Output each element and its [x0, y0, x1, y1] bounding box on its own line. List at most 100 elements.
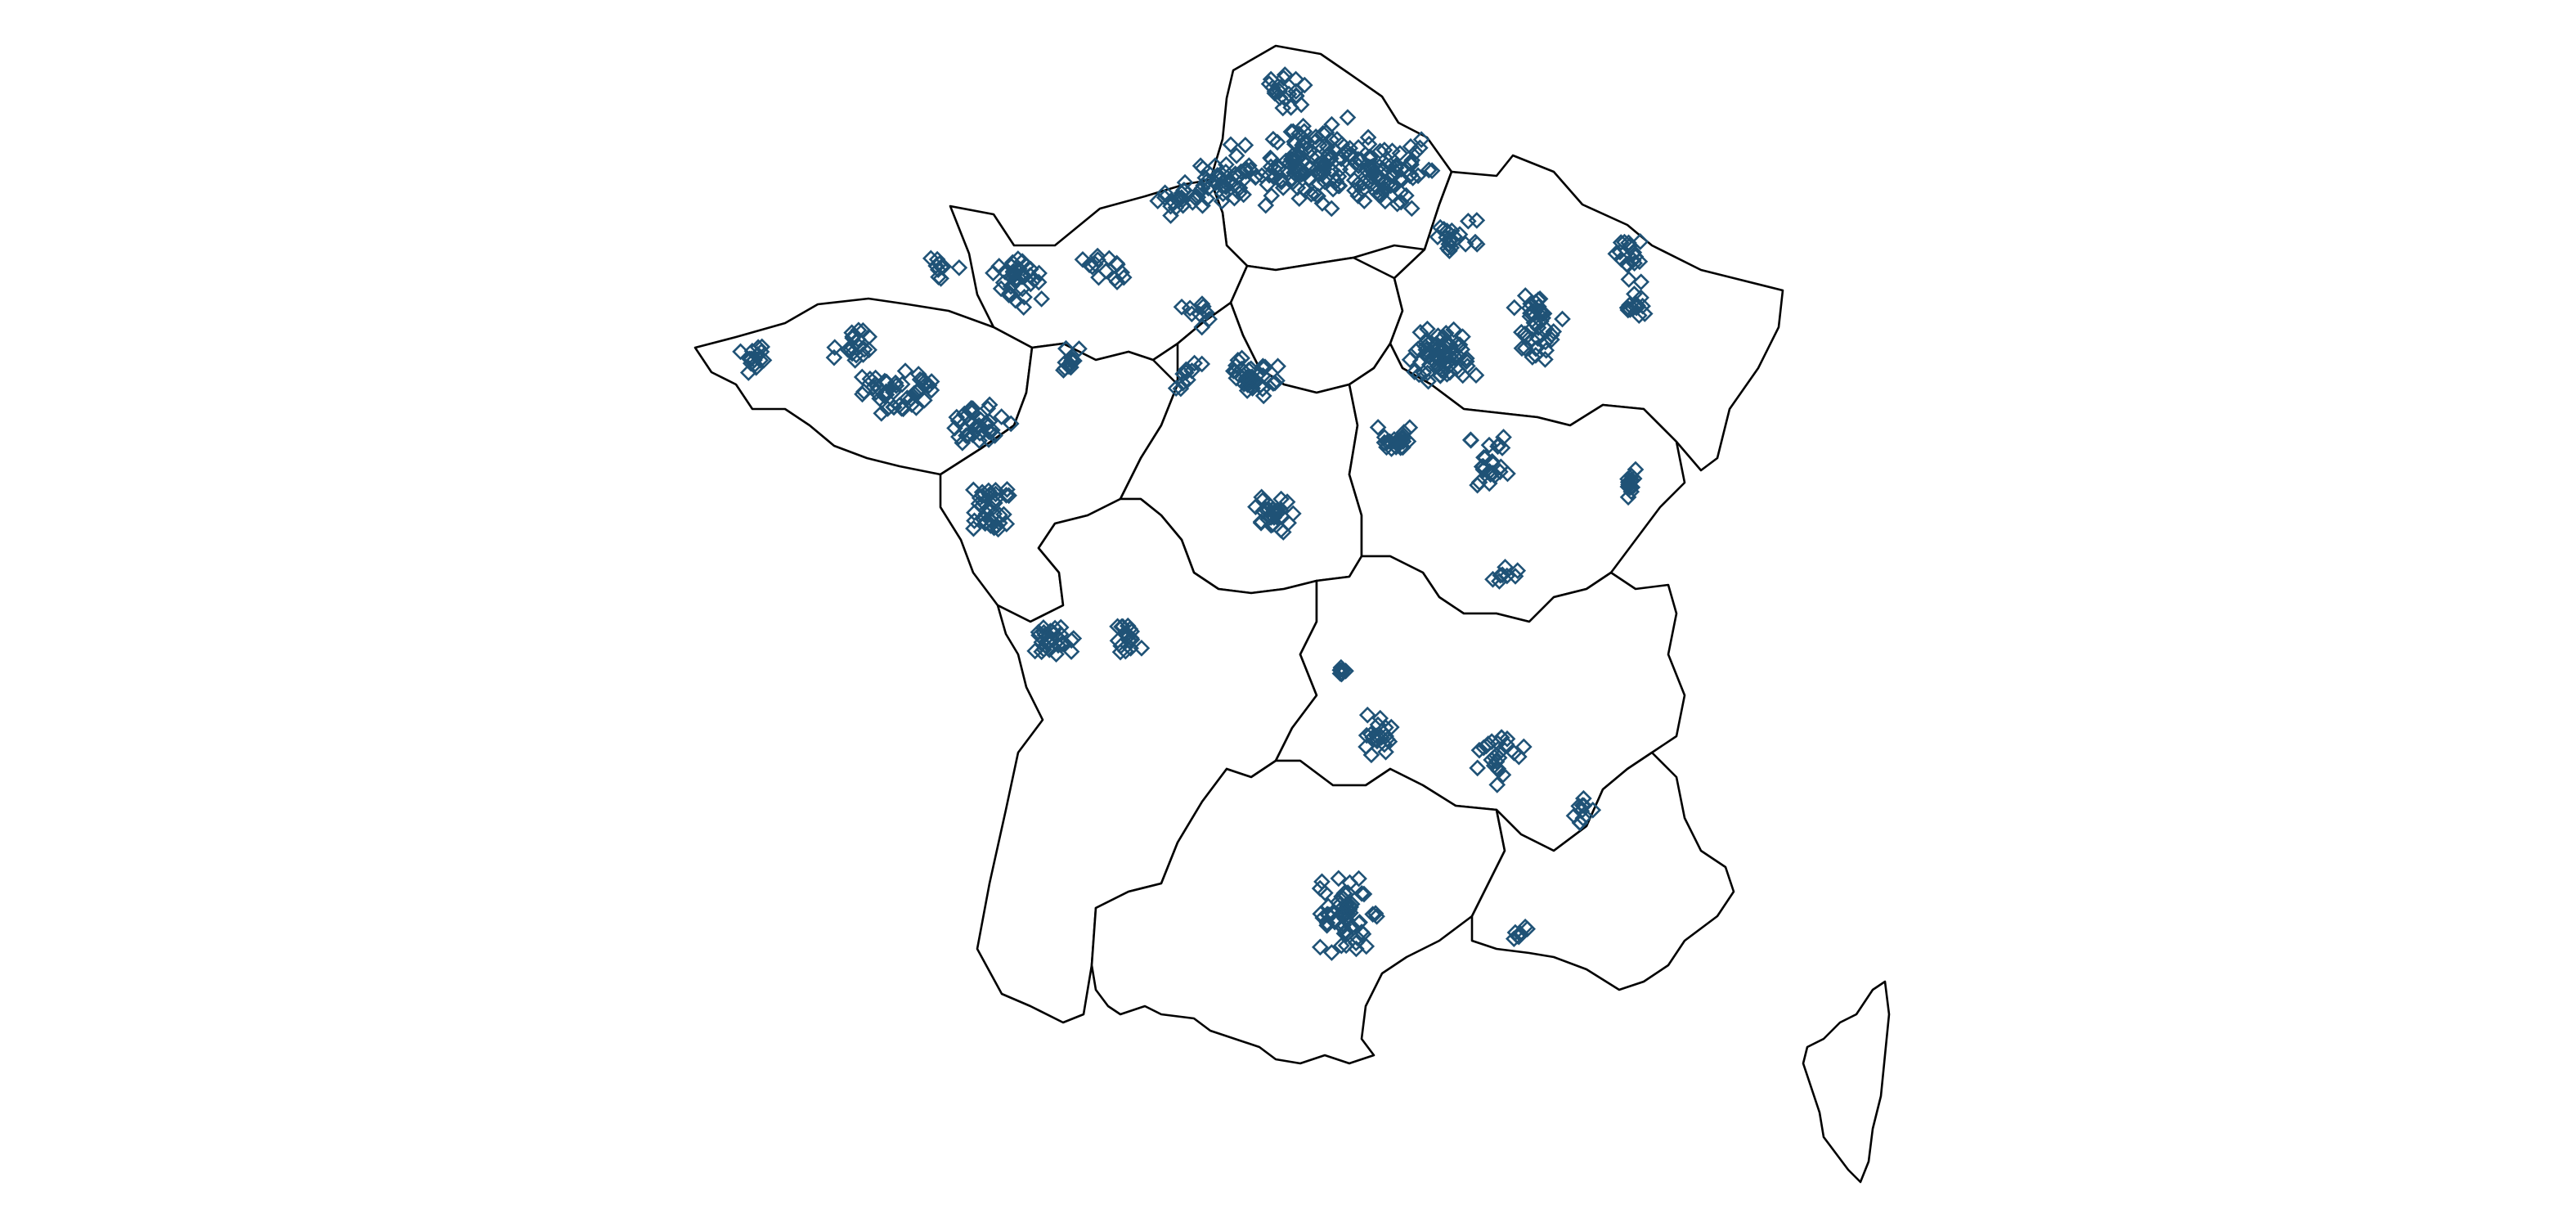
- site-marker: [1260, 75, 1278, 92]
- site-marker: [1112, 637, 1129, 654]
- site-marker: [991, 515, 1008, 532]
- site-marker: [1454, 366, 1472, 384]
- site-marker: [1391, 145, 1409, 162]
- site-marker: [1367, 183, 1385, 201]
- site-marker: [1354, 925, 1372, 943]
- site-marker: [1524, 348, 1542, 366]
- site-marker: [1498, 567, 1516, 585]
- site-marker: [1619, 488, 1637, 506]
- site-marker: [1183, 194, 1201, 211]
- site-marker: [1341, 160, 1359, 178]
- site-marker: [1445, 321, 1462, 339]
- site-marker: [1204, 171, 1222, 189]
- site-marker: [1621, 237, 1638, 255]
- site-marker: [1622, 472, 1640, 490]
- site-marker: [1537, 342, 1555, 359]
- site-marker: [1497, 559, 1514, 576]
- site-marker: [1225, 362, 1242, 380]
- marker-layer: [732, 66, 1654, 961]
- site-marker: [1108, 273, 1126, 290]
- site-marker: [1359, 128, 1377, 146]
- site-marker: [1253, 488, 1271, 506]
- site-marker: [1324, 180, 1342, 198]
- site-marker: [1262, 70, 1280, 88]
- site-marker: [1330, 177, 1347, 195]
- site-marker: [1116, 642, 1134, 660]
- site-marker: [1263, 151, 1281, 169]
- site-marker: [1411, 139, 1429, 157]
- site-marker: [996, 263, 1014, 281]
- site-marker: [1435, 346, 1452, 364]
- site-marker: [1377, 743, 1394, 761]
- site-marker: [1521, 308, 1539, 326]
- site-marker: [1303, 186, 1320, 203]
- site-marker: [1515, 738, 1533, 756]
- site-marker: [922, 249, 940, 267]
- site-marker: [1272, 490, 1290, 508]
- site-marker: [1469, 759, 1487, 777]
- site-marker: [1627, 248, 1645, 266]
- site-marker: [916, 391, 933, 409]
- site-marker: [1364, 157, 1382, 175]
- site-marker: [1030, 623, 1048, 641]
- site-marker: [981, 511, 999, 529]
- site-marker: [1295, 152, 1313, 170]
- site-marker: [1620, 271, 1638, 288]
- site-marker: [1227, 146, 1245, 164]
- site-marker: [1262, 158, 1280, 176]
- site-marker: [1218, 155, 1235, 173]
- site-marker: [1631, 233, 1649, 250]
- site-marker: [1237, 163, 1254, 180]
- site-marker: [1443, 222, 1461, 240]
- site-marker: [1412, 131, 1430, 148]
- site-marker: [977, 505, 995, 523]
- site-marker: [1066, 352, 1083, 370]
- site-marker: [1007, 291, 1025, 309]
- site-marker: [1313, 195, 1331, 212]
- site-marker: [893, 375, 911, 393]
- site-marker: [1263, 187, 1281, 204]
- site-marker: [1399, 433, 1417, 450]
- site-marker: [1162, 197, 1179, 215]
- site-marker: [1377, 719, 1394, 736]
- site-marker: [1111, 643, 1129, 661]
- site-marker: [743, 342, 761, 360]
- site-marker: [1065, 630, 1083, 647]
- site-marker: [1527, 294, 1544, 311]
- site-marker: [965, 519, 982, 537]
- site-marker: [1193, 355, 1211, 373]
- site-marker: [1406, 363, 1424, 380]
- site-marker: [1376, 181, 1394, 198]
- site-marker: [954, 434, 972, 452]
- site-marker: [950, 428, 967, 446]
- site-marker: [1524, 330, 1541, 348]
- site-marker: [1040, 633, 1058, 651]
- site-marker: [1245, 372, 1262, 390]
- site-marker: [1149, 192, 1167, 209]
- site-marker: [1026, 642, 1044, 660]
- site-marker: [1462, 431, 1479, 449]
- site-marker: [966, 512, 983, 530]
- site-marker: [1543, 330, 1560, 348]
- site-marker: [1044, 631, 1061, 649]
- site-marker: [1369, 419, 1387, 436]
- site-marker: [1350, 870, 1367, 888]
- site-marker: [1030, 273, 1048, 291]
- site-marker: [1274, 99, 1292, 117]
- site-marker: [1316, 173, 1334, 191]
- site-marker: [965, 481, 982, 499]
- site-marker: [1057, 340, 1075, 357]
- site-marker: [1033, 643, 1050, 661]
- site-marker: [1467, 366, 1485, 384]
- site-marker: [1337, 896, 1355, 914]
- site-marker: [1355, 885, 1373, 903]
- site-marker: [1440, 335, 1458, 353]
- site-marker: [1048, 645, 1065, 663]
- site-marker: [1227, 357, 1245, 375]
- site-marker: [1286, 135, 1304, 153]
- site-marker: [1217, 164, 1235, 181]
- site-marker: [1492, 729, 1510, 747]
- site-marker: [1401, 351, 1419, 369]
- site-marker: [1118, 626, 1135, 644]
- site-marker: [1584, 801, 1602, 819]
